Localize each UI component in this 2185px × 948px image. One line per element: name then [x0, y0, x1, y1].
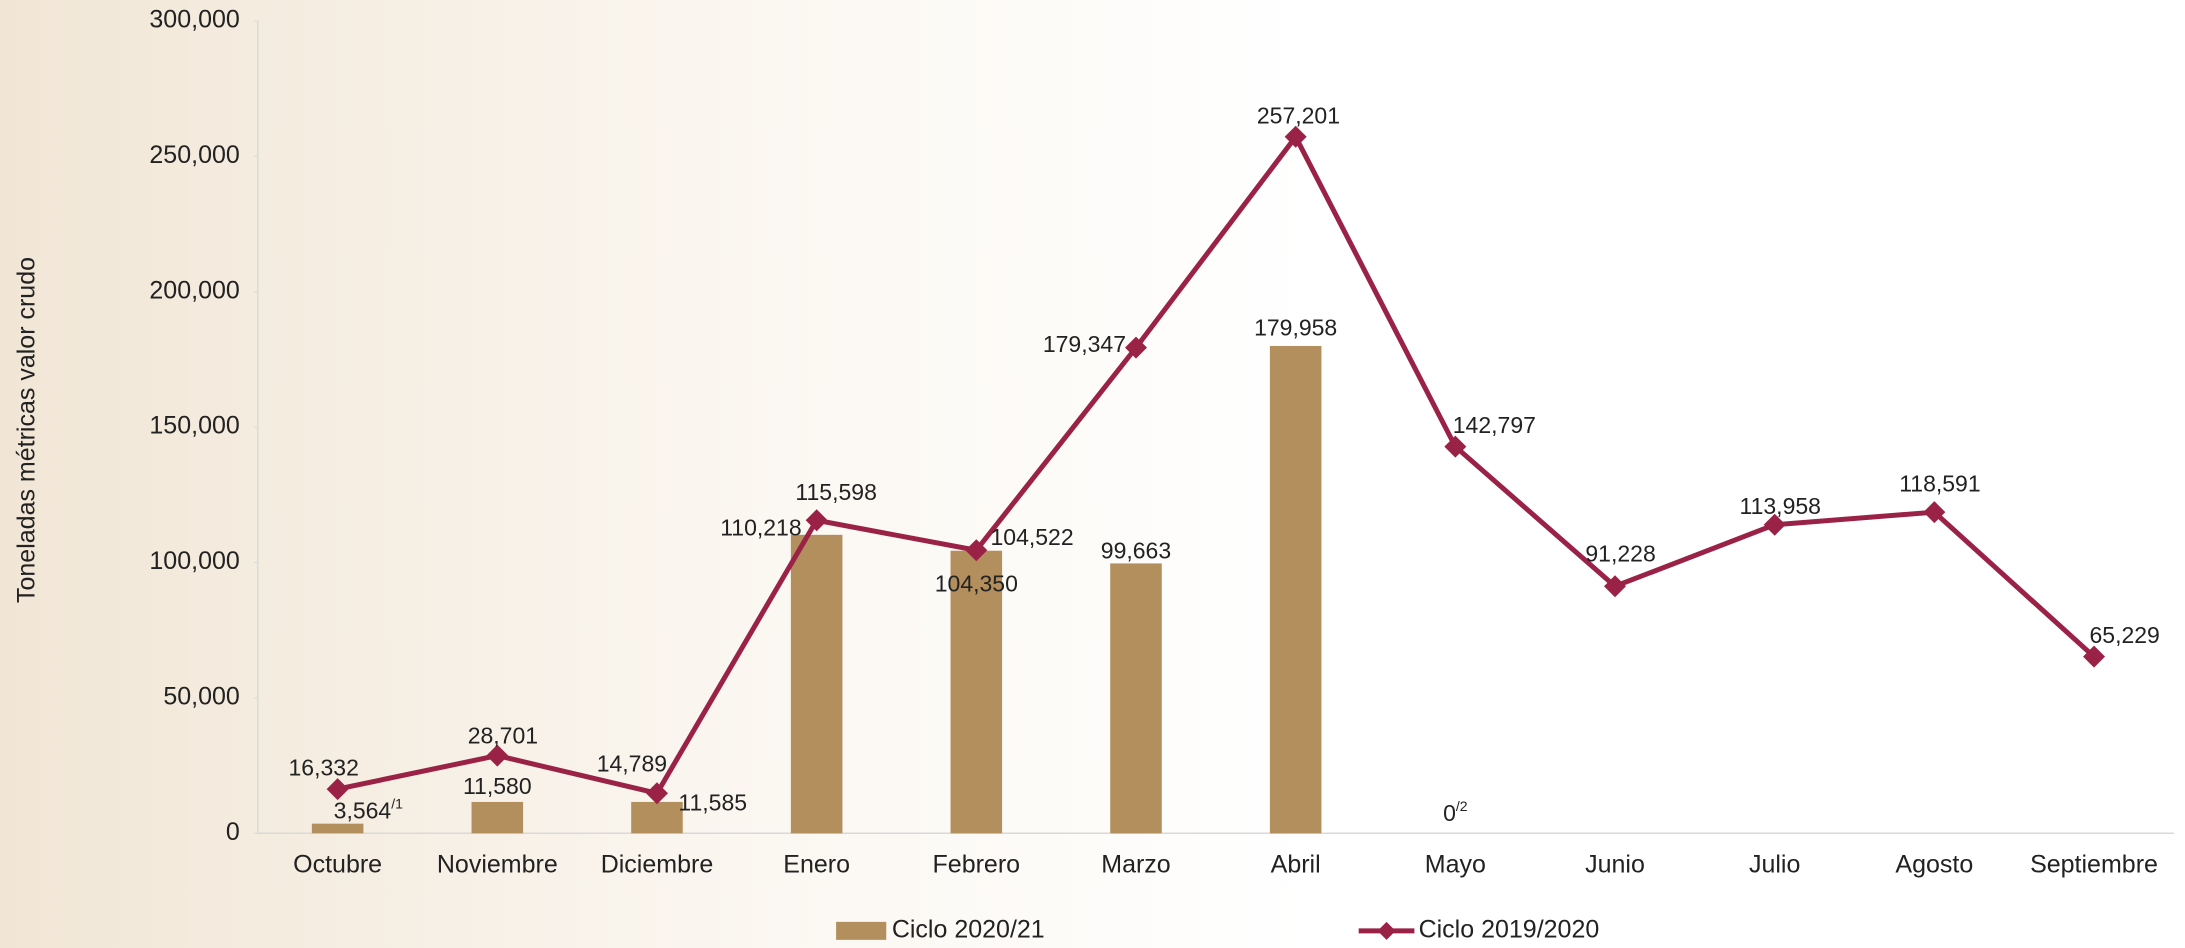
- bar: [472, 802, 524, 833]
- x-tick-label: Agosto: [1895, 850, 1973, 878]
- bar: [312, 824, 364, 834]
- chart: Toneladas métricas valor crudo 0 50,000 10…: [0, 0, 2185, 948]
- y-tick-label: 100,000: [149, 547, 239, 575]
- data-label-value: 115,598: [795, 479, 876, 505]
- x-tick-label: Mayo: [1425, 850, 1486, 878]
- data-label: 91,228: [1585, 541, 1655, 567]
- x-tick-label: Abril: [1271, 850, 1321, 878]
- data-label-value: 65,229: [2089, 622, 2159, 648]
- data-label: 179,958: [1254, 314, 1337, 340]
- data-label: 104,522: [990, 524, 1073, 550]
- data-label: 99,663: [1101, 537, 1171, 563]
- data-label-value: 28,701: [468, 723, 538, 749]
- data-label: 11,580: [463, 773, 532, 799]
- data-label-value: 3,564: [334, 798, 392, 824]
- data-label-value: 91,228: [1585, 541, 1655, 567]
- data-label: 179,347: [1043, 331, 1126, 357]
- data-label-value: 11,585: [678, 790, 747, 816]
- data-label-note: /2: [1456, 798, 1468, 814]
- x-tick-label: Febrero: [933, 850, 1021, 878]
- bar: [791, 535, 843, 833]
- data-label-value: 99,663: [1101, 537, 1171, 563]
- data-label: 115,598: [795, 479, 876, 505]
- data-label-value: 110,218: [720, 514, 801, 540]
- data-label-value: 104,522: [990, 524, 1073, 550]
- x-tick-label: Octubre: [293, 850, 382, 878]
- bar: [631, 802, 683, 833]
- x-tick-label: Junio: [1585, 850, 1645, 878]
- legend-label: Ciclo 2019/2020: [1419, 915, 1600, 943]
- bar: [1270, 346, 1322, 833]
- y-tick-label: 50,000: [163, 683, 239, 711]
- data-label-note: /1: [391, 795, 403, 811]
- legend-swatch: [836, 922, 886, 940]
- legend-label: Ciclo 2020/21: [892, 915, 1045, 943]
- x-tick-label: Marzo: [1101, 850, 1170, 878]
- y-axis-label: Toneladas métricas valor crudo: [13, 257, 41, 603]
- data-label: 11,585: [678, 790, 747, 816]
- data-label: 257,201: [1257, 102, 1340, 128]
- x-tick-label: Enero: [783, 850, 850, 878]
- y-tick-label: 300,000: [149, 6, 239, 34]
- data-label: 104,350: [935, 571, 1018, 597]
- y-tick-label: 0: [226, 818, 240, 846]
- data-label: 113,958: [1740, 493, 1821, 519]
- data-label-value: 16,332: [289, 755, 359, 781]
- data-label-value: 104,350: [935, 571, 1018, 597]
- data-label-value: 118,591: [1899, 471, 1980, 497]
- y-tick-label: 250,000: [149, 141, 239, 169]
- data-label: 65,229: [2089, 622, 2159, 648]
- data-label-value: 0: [1443, 800, 1456, 826]
- x-tick-label: Septiembre: [2030, 850, 2158, 878]
- data-label: 14,789: [597, 750, 667, 776]
- data-label-value: 113,958: [1740, 493, 1821, 519]
- data-label-value: 142,797: [1453, 412, 1536, 438]
- x-tick-label: Julio: [1749, 850, 1800, 878]
- data-label-value: 179,958: [1254, 314, 1337, 340]
- x-tick-label: Diciembre: [601, 850, 714, 878]
- data-label-value: 11,580: [463, 773, 532, 799]
- background: [0, 0, 2185, 948]
- data-label: 110,218: [720, 514, 801, 540]
- data-label: 16,332: [289, 755, 359, 781]
- y-tick-label: 150,000: [149, 412, 239, 440]
- data-label-value: 14,789: [597, 750, 667, 776]
- data-label-value: 257,201: [1257, 102, 1340, 128]
- data-label: 142,797: [1453, 412, 1536, 438]
- x-tick-label: Noviembre: [437, 850, 558, 878]
- bar: [1110, 563, 1162, 833]
- y-tick-label: 200,000: [149, 276, 239, 304]
- data-label-value: 179,347: [1043, 331, 1126, 357]
- data-label: 28,701: [468, 723, 538, 749]
- data-label: 118,591: [1899, 471, 1980, 497]
